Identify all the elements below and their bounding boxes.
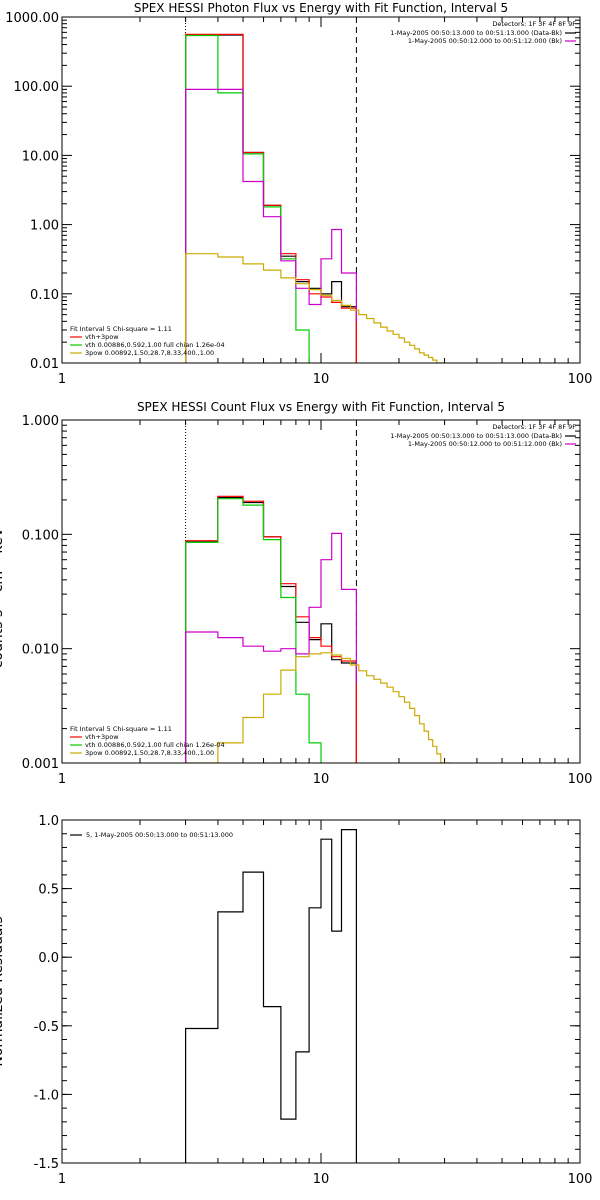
series-line-1 <box>185 34 357 363</box>
y-axis-label: counts s⁻¹ cm⁻² keV⁻¹ <box>0 515 6 669</box>
y-tick-label: -1.0 <box>34 1088 59 1103</box>
chart-panel-1: SPEX HESSI Photon Flux vs Energy with Fi… <box>5 1 592 387</box>
y-tick-label: 1000.00 <box>5 11 59 26</box>
x-tick-label: 1 <box>58 372 66 387</box>
y-tick-label: 1.000 <box>22 414 59 429</box>
chart-title: SPEX HESSI Count Flux vs Energy with Fit… <box>137 400 505 414</box>
fit-legend-label: vth 0.00886,0.592,1.00 full chian 1.26e-… <box>85 341 225 349</box>
legend-entry-label: 1-May-2005 00:50:13.000 to 00:51:13.000 … <box>390 432 562 440</box>
y-tick-label: 0.001 <box>22 757 59 772</box>
fit-legend-label: vth+3pow <box>85 333 119 341</box>
y-tick-label: 100.00 <box>14 80 60 95</box>
x-tick-label: 10 <box>313 772 330 787</box>
series-line-3 <box>185 498 322 763</box>
legend-header: Detectors: 1F 3F 4F 8F 9F <box>492 20 576 28</box>
y-tick-label: 1.0 <box>38 814 59 829</box>
fit-legend-label: 3pow 0.00892,1.50,28.7,8.33,400.,1.00 <box>85 349 214 357</box>
fit-legend-label: 3pow 0.00892,1.50,28.7,8.33,400.,1.00 <box>85 749 214 757</box>
fit-legend-header: Fit Interval 5 Chi-square = 1.11 <box>70 325 172 333</box>
x-tick-label: 1 <box>58 1172 66 1187</box>
series-line-2 <box>185 495 357 763</box>
series-line-3 <box>185 34 310 363</box>
plot-frame <box>61 819 581 1164</box>
series-line-1 <box>185 829 357 1163</box>
legend-entry-label: 1-May-2005 00:50:12.000 to 00:51:12.000 … <box>408 37 562 45</box>
y-tick-label: 0.01 <box>30 357 59 372</box>
x-tick-label: 100 <box>568 772 593 787</box>
legend-label: 5, 1-May-2005 00:50:13.000 to 00:51:13.0… <box>86 831 233 839</box>
y-axis-label: Normalized Residuals <box>0 916 6 1066</box>
y-tick-label: 1.00 <box>30 219 59 234</box>
fit-legend-label: vth 0.00886,0.592,1.00 full chian 1.26e-… <box>85 741 225 749</box>
chart-title: SPEX HESSI Photon Flux vs Energy with Fi… <box>134 1 508 15</box>
chart-panel-2: SPEX HESSI Count Flux vs Energy with Fit… <box>0 400 592 787</box>
series-line-5 <box>185 652 452 763</box>
y-tick-label: -0.5 <box>34 1020 59 1035</box>
series-line-2 <box>185 33 357 363</box>
x-tick-label: 10 <box>313 1172 330 1187</box>
x-tick-label: 100 <box>568 1172 593 1187</box>
y-tick-label: 0.0 <box>38 951 59 966</box>
plot-frame <box>61 419 581 764</box>
series-line-4 <box>185 532 357 763</box>
y-tick-label: 0.10 <box>30 288 59 303</box>
fit-legend-label: vth+3pow <box>85 733 119 741</box>
series-line-4 <box>185 88 357 363</box>
x-tick-label: 100 <box>568 372 593 387</box>
y-tick-label: 0.100 <box>22 528 59 543</box>
chart-panel-3: 1 10 100 -1.5 -1.0 -0.5 0.0 0.5 1.0 Normalized Re… <box>0 814 592 1187</box>
plot-frame <box>61 16 581 364</box>
y-tick-label: 0.010 <box>22 643 59 658</box>
y-tick-label: 10.00 <box>22 149 59 164</box>
legend-header: Detectors: 1F 3F 4F 8F 9F <box>492 423 576 431</box>
y-tick-label: -1.5 <box>34 1157 59 1172</box>
y-tick-label: 0.5 <box>38 883 59 898</box>
x-tick-label: 1 <box>58 772 66 787</box>
legend-entry-label: 1-May-2005 00:50:13.000 to 00:51:13.000 … <box>390 29 562 37</box>
x-tick-label: 10 <box>313 372 330 387</box>
series-line-5 <box>185 253 445 363</box>
legend-entry-label: 1-May-2005 00:50:12.000 to 00:51:12.000 … <box>408 440 562 448</box>
fit-legend-header: Fit Interval 5 Chi-square = 1.11 <box>70 725 172 733</box>
